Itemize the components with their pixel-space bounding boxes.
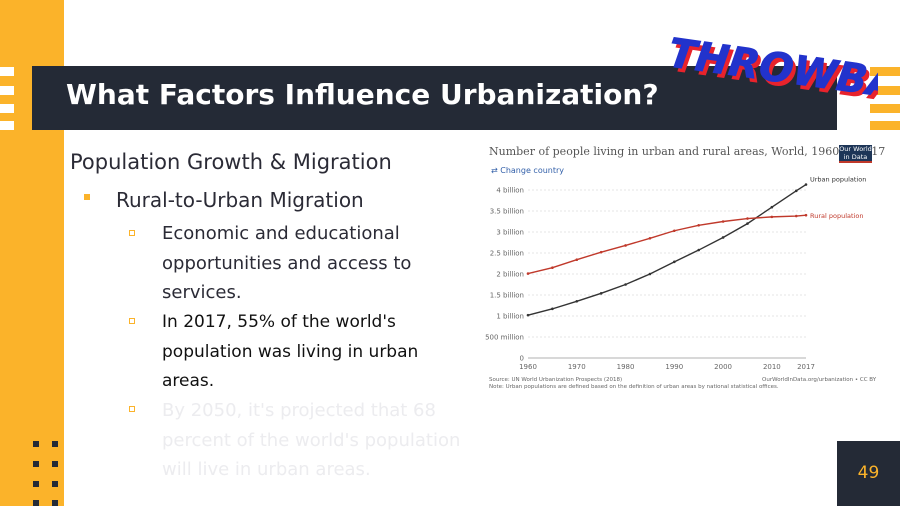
throwback-sticker: THROWBACK THROWBACK xyxy=(668,30,878,106)
owid-logo: Our World in Data xyxy=(839,145,872,163)
data-point xyxy=(624,283,627,286)
data-point xyxy=(575,258,579,262)
data-point xyxy=(746,222,749,225)
chart-source: Source: UN World Urbanization Prospects … xyxy=(489,377,623,383)
change-country-link[interactable]: ⇄ Change country xyxy=(491,166,565,175)
x-tick-label: 2000 xyxy=(714,363,732,371)
data-point xyxy=(697,248,701,252)
owid-logo-line-1: Our World xyxy=(839,145,872,153)
x-tick-label: 1980 xyxy=(617,363,635,371)
sub-bullet-3: By 2050, it's projected that 68 percent … xyxy=(162,400,461,480)
y-tick-label: 1.5 billion xyxy=(490,292,524,300)
x-tick-label: 2017 xyxy=(797,363,815,371)
urban-series-line xyxy=(527,183,807,316)
slide-title: What Factors Influence Urbanization? xyxy=(66,78,659,111)
bullet-marker xyxy=(84,194,90,200)
title-band xyxy=(32,66,837,130)
y-tick-label: 0 xyxy=(520,355,524,363)
data-point xyxy=(599,250,603,254)
data-point xyxy=(804,183,808,186)
x-tick-label: 1960 xyxy=(519,363,537,371)
y-tick-label: 3.5 billion xyxy=(490,208,524,216)
data-point xyxy=(624,244,627,247)
bullet-text: Rural-to-Urban Migration xyxy=(116,188,364,212)
data-point xyxy=(770,205,774,209)
chart-note: Note: Urban populations are defined base… xyxy=(489,384,779,390)
sub-bullet-2: In 2017, 55% of the world's population w… xyxy=(162,312,419,391)
y-tick-label: 500 million xyxy=(485,334,524,342)
x-tick-label: 2010 xyxy=(763,363,781,371)
y-tick-label: 4 billion xyxy=(496,187,524,195)
data-point xyxy=(526,272,530,275)
data-point xyxy=(794,214,798,218)
data-point xyxy=(804,213,808,217)
owid-logo-line-2: in Data xyxy=(843,152,868,161)
sub-bullet-marker xyxy=(129,230,135,236)
data-point xyxy=(599,292,603,295)
data-point xyxy=(648,237,652,240)
sub-bullet-marker xyxy=(129,318,135,324)
x-tick-label: 1990 xyxy=(665,363,683,371)
data-point xyxy=(673,229,676,233)
data-point xyxy=(648,272,652,276)
y-tick-label: 2 billion xyxy=(496,271,524,279)
sub-bullet-marker xyxy=(129,406,135,412)
data-point xyxy=(746,217,749,220)
data-point xyxy=(721,220,725,223)
chart-credit: OurWorldInData.org/urbanization • CC BY xyxy=(762,377,877,383)
sub-bullet-1: Economic and educational opportunities a… xyxy=(162,223,412,303)
series-label: Urban population xyxy=(810,176,866,184)
section-heading: Population Growth & Migration xyxy=(70,150,392,174)
change-country-label[interactable]: Change country xyxy=(500,166,565,175)
data-point xyxy=(697,223,701,227)
y-tick-label: 2.5 billion xyxy=(490,250,524,258)
y-tick-label: 3 billion xyxy=(496,229,524,237)
y-tick-label: 1 billion xyxy=(496,313,524,321)
page-number-box xyxy=(837,441,900,506)
series-label: Rural population xyxy=(810,212,863,220)
data-point xyxy=(551,307,554,311)
data-point xyxy=(575,300,579,303)
data-point xyxy=(794,189,798,193)
data-point xyxy=(721,236,725,239)
page-number: 49 xyxy=(857,463,880,483)
data-point xyxy=(551,266,554,269)
data-point xyxy=(673,260,676,264)
chart-title: Number of people living in urban and rur… xyxy=(489,145,886,158)
x-tick-label: 1970 xyxy=(568,363,586,371)
urban-rural-line-chart: 0 500 million 1 billion 1.5 billion 2 billio… xyxy=(485,176,866,371)
data-point xyxy=(526,313,530,317)
data-point xyxy=(770,215,774,219)
